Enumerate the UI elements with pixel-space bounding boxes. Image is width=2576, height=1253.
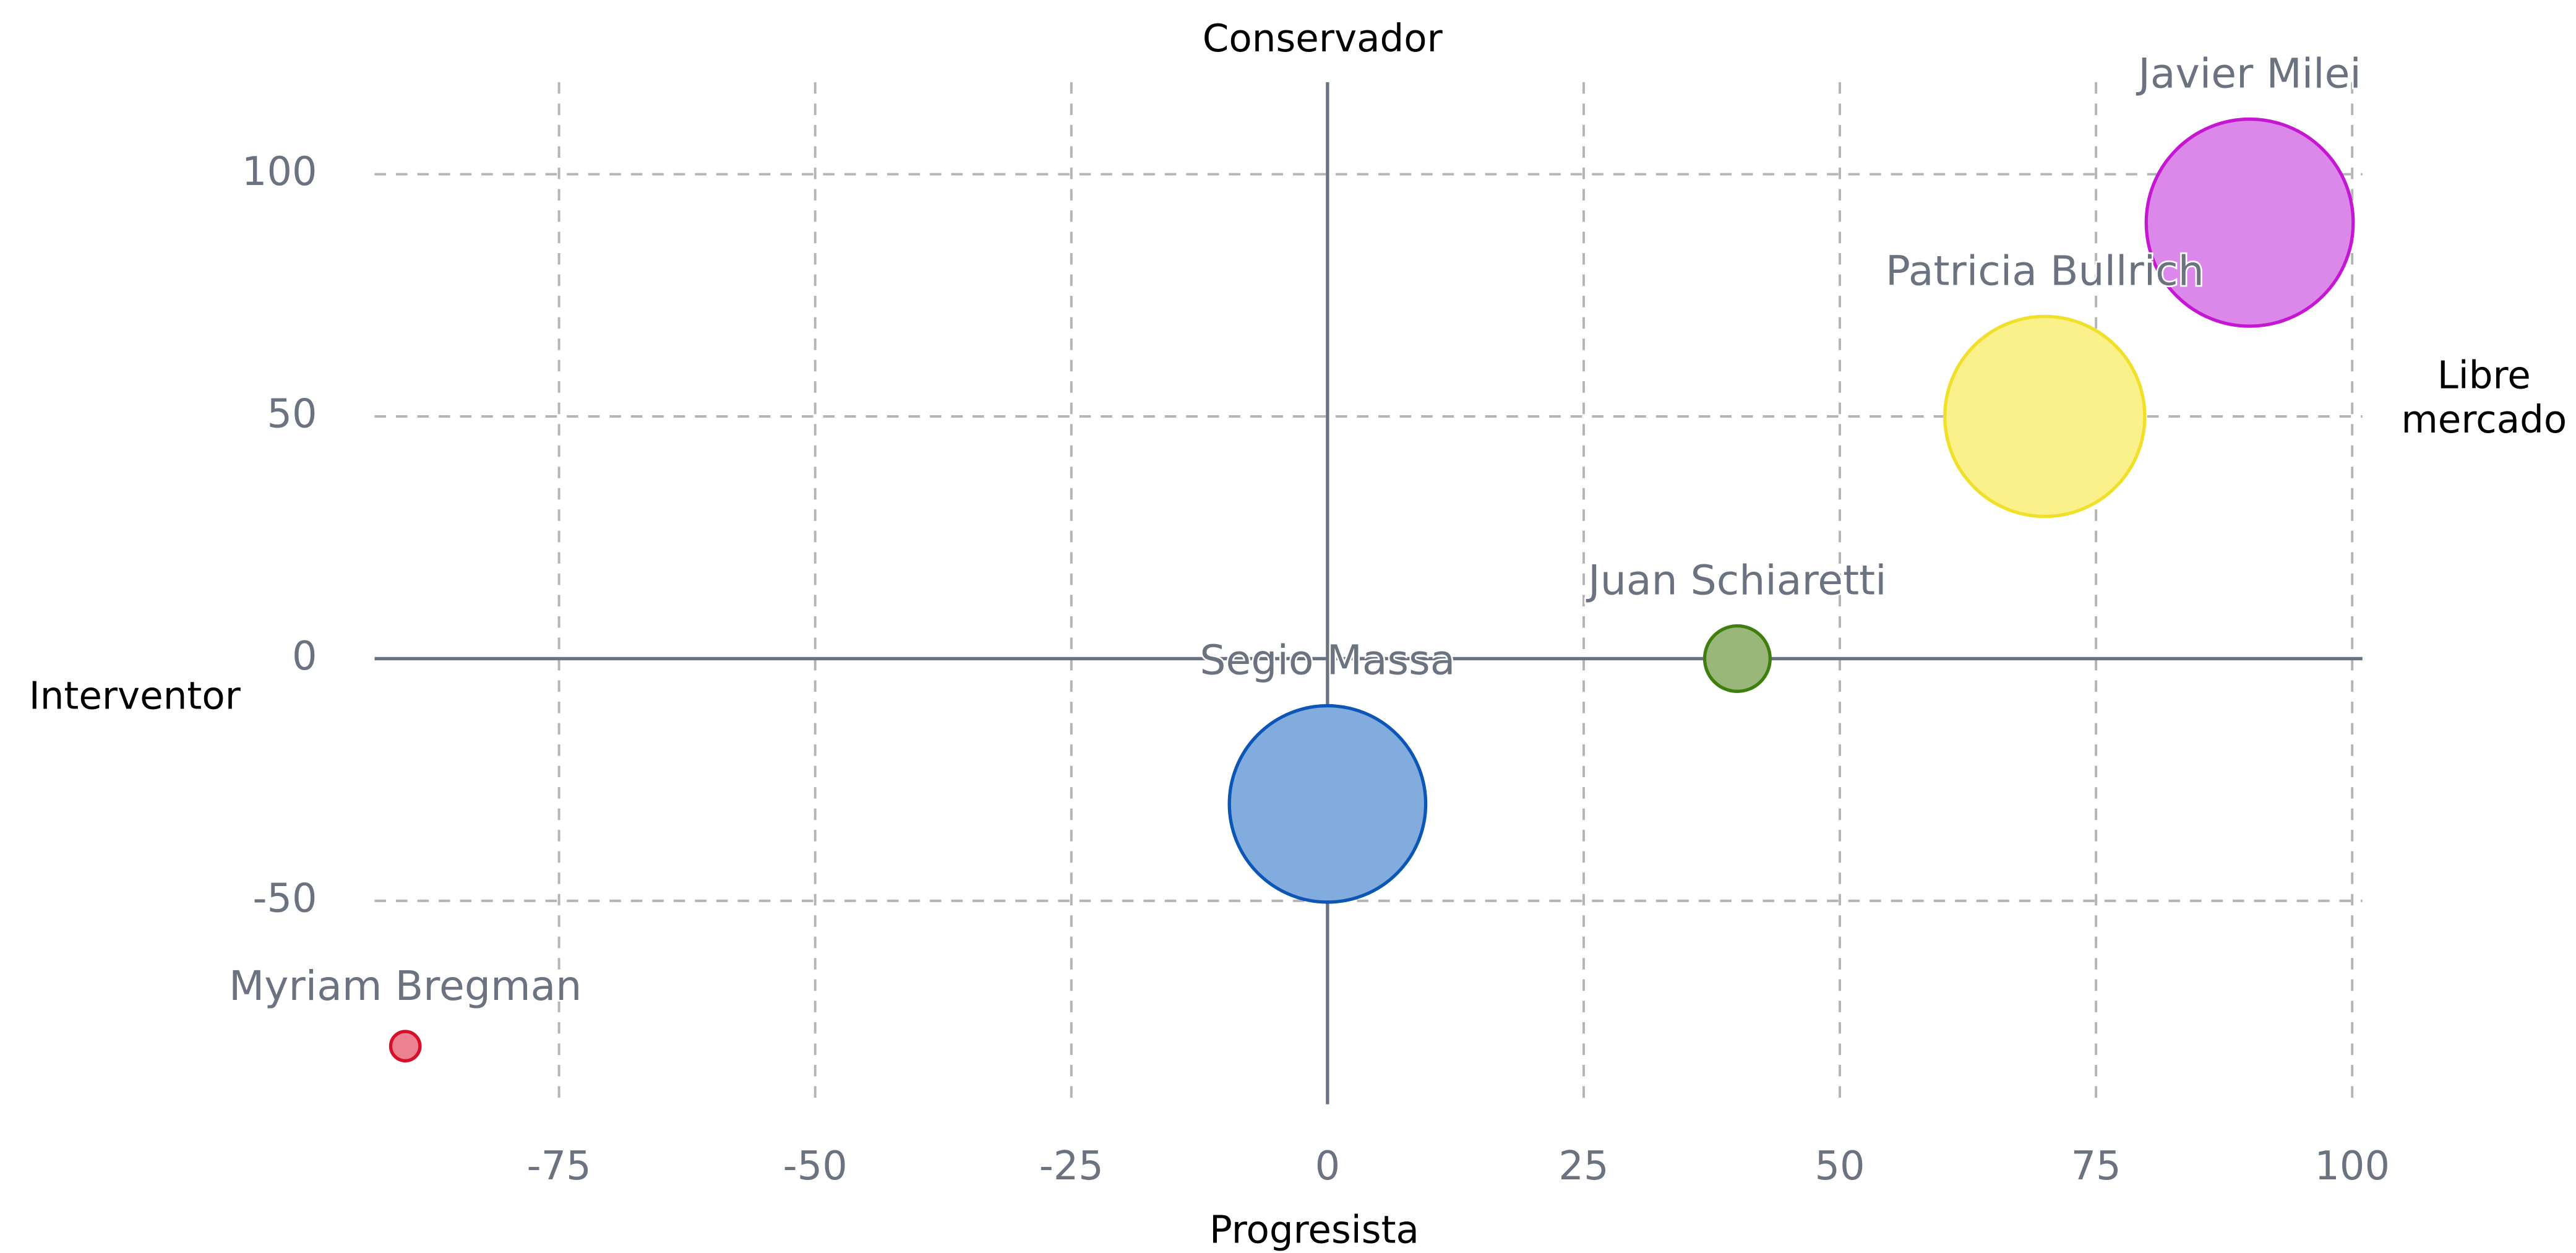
x-tick-label: 100 xyxy=(2314,1143,2390,1189)
bubble-label: Javier Milei xyxy=(2136,50,2361,98)
x-tick-label: -50 xyxy=(783,1143,848,1189)
bubble xyxy=(389,1030,422,1062)
left-label: Interventor xyxy=(29,674,241,718)
bubble-label: Juan Schiaretti xyxy=(1586,556,1886,605)
x-tick-label: 50 xyxy=(1814,1143,1865,1189)
right-label: mercado xyxy=(2401,398,2567,442)
bubble xyxy=(2144,117,2355,328)
x-tick-label: -25 xyxy=(1039,1143,1104,1189)
y-tick-label: 0 xyxy=(292,634,317,679)
y-tick-label: 50 xyxy=(267,392,317,437)
bubble-label: Myriam Bregman xyxy=(229,962,582,1010)
top-label: Conservador xyxy=(1203,17,1443,61)
bubble xyxy=(1943,314,2147,519)
x-tick-label: 75 xyxy=(2071,1143,2121,1189)
y-tick-label: -50 xyxy=(252,876,317,921)
bubble xyxy=(1702,624,1772,693)
bubble-label: Patricia Bullrich xyxy=(1886,246,2204,295)
bottom-label: Progresista xyxy=(1209,1208,1419,1252)
x-tick-label: 25 xyxy=(1558,1143,1608,1189)
x-tick-label: 0 xyxy=(1315,1143,1341,1189)
y-tick-label: 100 xyxy=(242,149,317,195)
bubble-label: Segio Massa xyxy=(1200,636,1455,684)
x-tick-label: -75 xyxy=(527,1143,591,1189)
right-label: Libre xyxy=(2437,353,2531,397)
bubble xyxy=(1227,704,1428,904)
